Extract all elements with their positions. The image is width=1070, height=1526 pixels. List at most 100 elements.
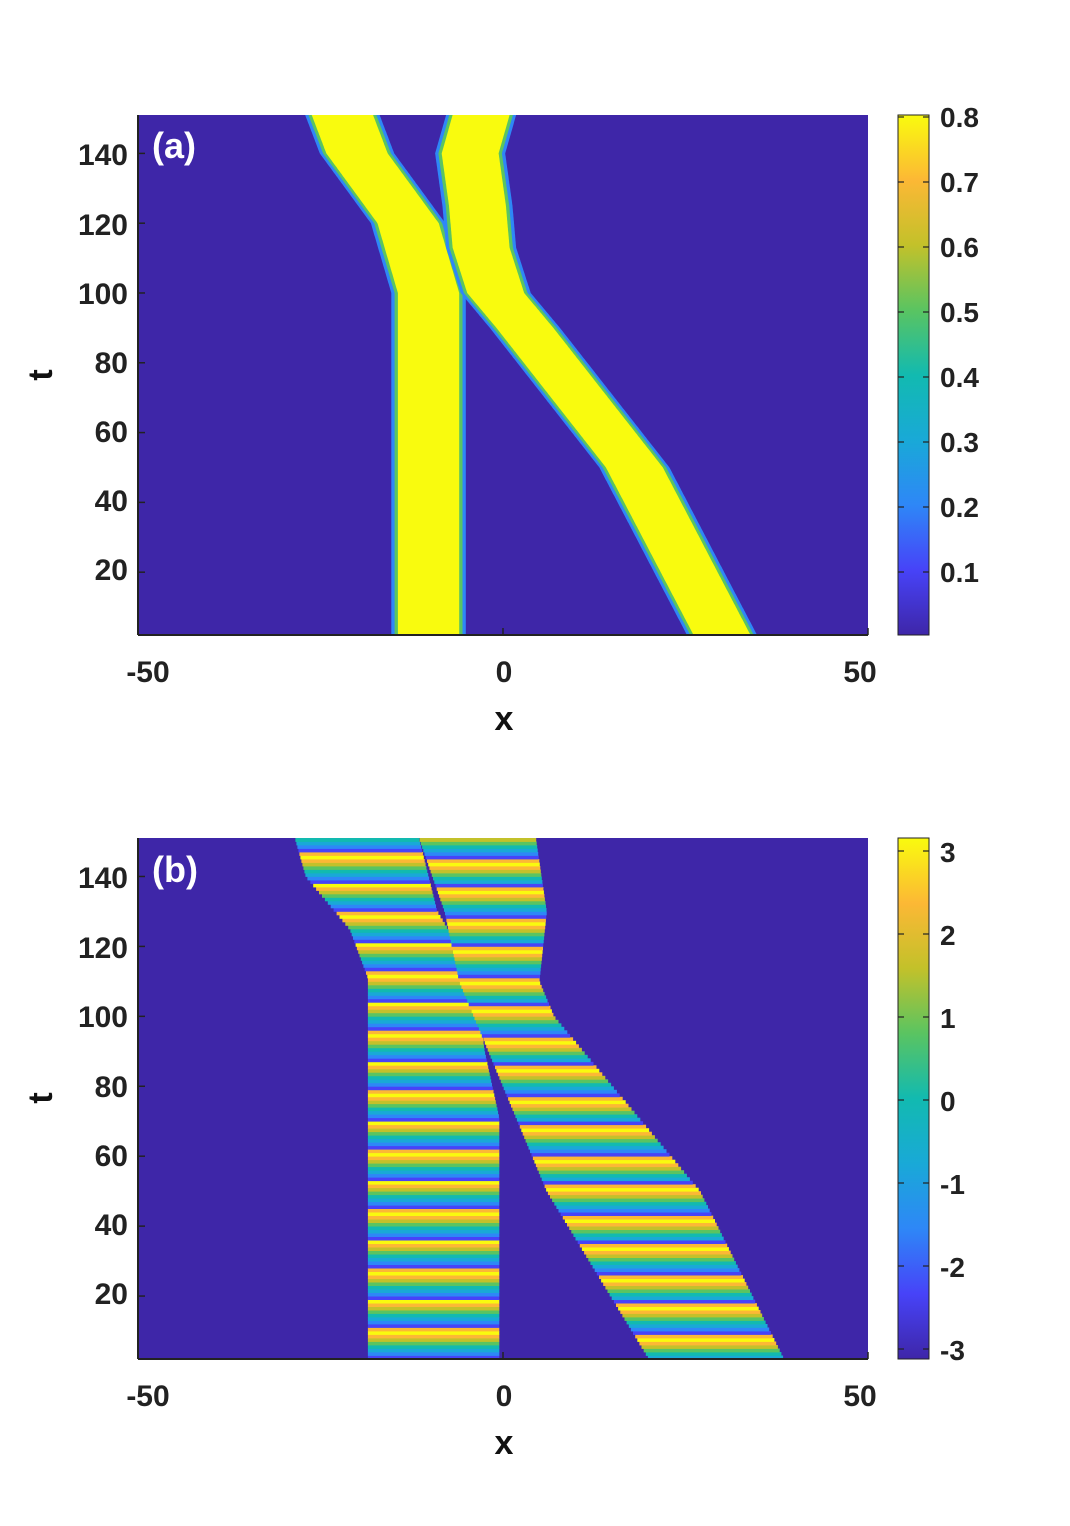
phase-stripe-1: [345, 921, 445, 926]
xtick-a-minus50: -50: [126, 656, 169, 689]
phase-stripe-2: [430, 869, 541, 874]
phase-stripe-1: [367, 1201, 500, 1206]
cbtick-b-2: 2: [940, 920, 956, 951]
phase-stripe-2: [558, 1208, 710, 1213]
axis-ticks-b: [137, 838, 869, 1360]
phase-stripe-2: [437, 890, 544, 895]
ytick-b-20: 20: [95, 1278, 128, 1311]
phase-stripe-1: [367, 981, 476, 986]
phase-stripe-1: [367, 1079, 492, 1084]
phase-stripe-2: [516, 1117, 641, 1122]
phase-stripe-2: [484, 1040, 577, 1045]
phase-stripe-2: [643, 1348, 780, 1353]
phase-stripe-1: [367, 988, 477, 993]
xlabel-a: x: [495, 700, 514, 738]
phase-stripe-2: [567, 1222, 717, 1227]
phase-stripe-2: [455, 960, 542, 965]
phase-stripe-2: [440, 897, 545, 902]
phase-stripe-2: [603, 1282, 747, 1286]
phase-stripe-1: [322, 893, 434, 898]
phase-stripe-2: [508, 1096, 623, 1101]
phase-stripe-1: [367, 1030, 483, 1035]
phase-stripe-2: [458, 977, 540, 982]
phase-stripe-1: [367, 1313, 500, 1318]
phase-stripe-2: [423, 848, 538, 853]
phase-stripe-2: [628, 1324, 768, 1328]
colorbar-b: [897, 837, 930, 1360]
phase-stripe-1: [367, 1005, 479, 1010]
phase-stripe-2: [454, 956, 542, 961]
phase-stripe-2: [618, 1306, 759, 1311]
ytick-a-80: 80: [95, 347, 128, 380]
phase-stripe-2: [530, 1149, 667, 1154]
amplitude-band-2-layer-2: [441, 115, 751, 635]
phase-stripe-1: [367, 1110, 499, 1115]
phase-stripe-2: [581, 1247, 729, 1251]
phase-stripe-2: [556, 1205, 708, 1209]
colorbar-ticks-b: [898, 850, 929, 1350]
xtick-b-minus50: -50: [126, 1380, 169, 1413]
phase-stripe-2: [592, 1264, 738, 1269]
phase-stripe-1: [350, 928, 450, 933]
phase-stripe-1: [367, 998, 478, 1003]
phase-stripe-2: [601, 1278, 745, 1283]
xtick-b-50: 50: [843, 1380, 876, 1413]
phase-stripe-2: [613, 1299, 756, 1304]
ylabel-a: t: [22, 369, 60, 380]
cbtick-b-minus2: -2: [940, 1252, 965, 1283]
phase-stripe-2: [457, 970, 541, 975]
phase-stripe-1: [295, 838, 420, 842]
phase-stripe-2: [453, 953, 543, 958]
phase-stripe-1: [351, 932, 452, 937]
phase-stripe-1: [367, 1156, 500, 1161]
phase-stripe-1: [360, 956, 467, 961]
phase-stripe-2: [635, 1334, 773, 1339]
phase-stripe-1: [367, 1058, 487, 1063]
ytick-a-120: 120: [78, 209, 128, 242]
phase-stripe-2: [506, 1093, 620, 1098]
phase-stripe-1: [297, 845, 422, 849]
phase-stripe-2: [493, 1061, 594, 1066]
phase-stripe-1: [367, 1320, 500, 1325]
phase-stripe-1: [367, 995, 478, 1000]
phase-stripe-2: [607, 1289, 750, 1293]
cbtick-b-1: 1: [940, 1003, 956, 1034]
phase-stripe-2: [424, 852, 539, 856]
phase-stripe-1: [367, 1233, 500, 1237]
phase-stripe-1: [367, 1271, 500, 1276]
phase-stripe-1: [367, 1219, 500, 1223]
phase-stripe-1: [367, 1264, 500, 1269]
colorbar-ticks-a: [898, 116, 929, 573]
phase-stripe-1: [367, 1138, 500, 1143]
phase-stripe-1: [298, 848, 423, 853]
phase-stripe-1: [362, 960, 469, 965]
phase-stripe-1: [367, 1121, 500, 1126]
phase-stripe-2: [456, 967, 541, 972]
phase-stripe-1: [367, 1135, 500, 1140]
phase-stripe-1: [358, 949, 462, 954]
phase-stripe-2: [532, 1156, 673, 1161]
cbtick-a-0.4: 0.4: [940, 362, 979, 393]
phase-stripe-1: [327, 900, 436, 905]
ytick-a-100: 100: [78, 278, 128, 311]
phase-stripe-2: [462, 988, 544, 993]
phase-stripe-1: [367, 1247, 500, 1251]
phase-stripe-2: [476, 1019, 559, 1024]
phase-stripe-1: [367, 1180, 500, 1185]
phase-stripe-2: [428, 862, 540, 867]
phase-stripe-1: [367, 1037, 483, 1042]
xtick-a-50: 50: [843, 656, 876, 689]
phase-stripe-1: [367, 1051, 486, 1056]
phase-stripe-1: [367, 1089, 494, 1094]
phase-stripe-2: [599, 1275, 743, 1279]
phase-stripe-1: [367, 1061, 488, 1066]
phase-stripe-1: [367, 1348, 500, 1353]
phase-stripe-1: [348, 925, 447, 930]
phase-stripe-1: [367, 1086, 493, 1091]
phase-stripe-2: [522, 1131, 652, 1136]
phase-stripe-2: [586, 1254, 733, 1258]
ytick-b-60: 60: [95, 1140, 128, 1173]
phase-stripe-1: [319, 890, 433, 895]
phase-stripe-2: [535, 1163, 679, 1168]
phase-stripe-2: [512, 1107, 632, 1112]
